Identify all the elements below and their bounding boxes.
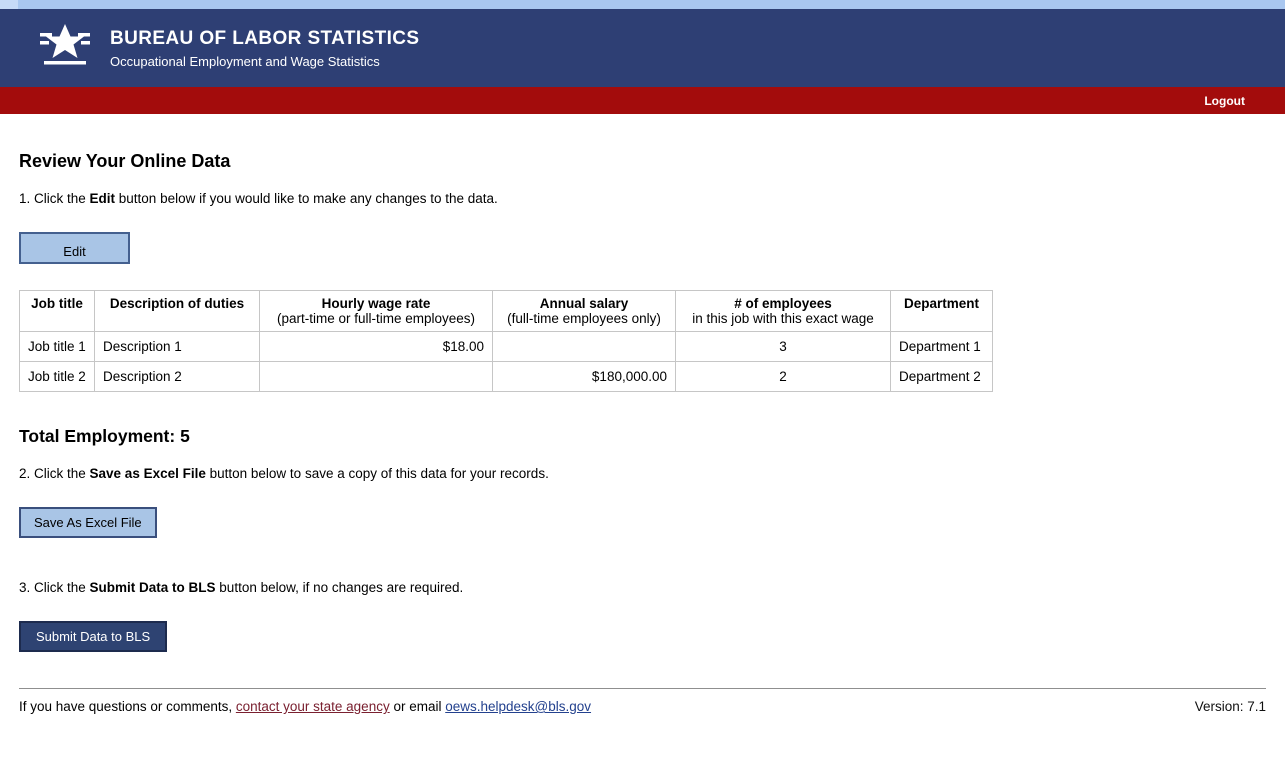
column-header-department: Department (890, 290, 993, 332)
footer-text-mid: or email (389, 699, 446, 714)
masthead-text: BUREAU OF LABOR STATISTICS Occupational … (110, 28, 419, 69)
step2-text-bold: Save as Excel File (89, 466, 206, 481)
step3-text-suffix: button below, if no changes are required… (215, 580, 464, 595)
cell-description: Description 2 (94, 361, 260, 392)
bls-masthead: BUREAU OF LABOR STATISTICS Occupational … (0, 9, 1285, 87)
step1-instruction: 1. Click the Edit button below if you wo… (19, 191, 1266, 206)
footer-text-prefix: If you have questions or comments, (19, 699, 236, 714)
header-title: Job title (31, 296, 83, 311)
online-data-table: Job title Description of duties Hourly w… (19, 290, 993, 392)
cell-hourly-wage (259, 361, 493, 392)
cell-hourly-wage: $18.00 (259, 331, 493, 362)
step3-text-prefix: 3. Click the (19, 580, 90, 595)
table-header-row: Job title Description of duties Hourly w… (19, 290, 993, 332)
step2-instruction: 2. Click the Save as Excel File button b… (19, 466, 1266, 481)
header-title: Hourly wage rate (321, 296, 431, 311)
browser-top-corner (0, 0, 18, 9)
table-row: Job title 1 Description 1 $18.00 3 Depar… (19, 331, 993, 362)
step1-text-bold: Edit (89, 191, 116, 206)
step3-instruction: 3. Click the Submit Data to BLS button b… (19, 580, 1266, 595)
header-subtitle: in this job with this exact wage (692, 311, 874, 326)
header-subtitle: (full-time employees only) (507, 311, 661, 326)
column-header-num-employees: # of employees in this job with this exa… (675, 290, 891, 332)
step3-text-bold: Submit Data to BLS (89, 580, 216, 595)
cell-job-title: Job title 2 (19, 361, 95, 392)
header-title: Department (903, 296, 979, 311)
page-title: Review Your Online Data (19, 151, 231, 171)
cell-job-title: Job title 1 (19, 331, 95, 362)
step1-text-prefix: 1. Click the (19, 191, 90, 206)
cell-department: Department 1 (890, 331, 993, 362)
contact-state-agency-link[interactable]: contact your state agency (235, 699, 390, 714)
version-label: Version: 7.1 (1194, 699, 1266, 714)
header-title: # of employees (734, 296, 832, 311)
cell-annual-salary (492, 331, 676, 362)
main-content: Review Your Online Data 1. Click the Edi… (0, 151, 1285, 652)
program-subtitle: Occupational Employment and Wage Statist… (110, 53, 380, 69)
helpdesk-email-link[interactable]: oews.helpdesk@bls.gov (445, 699, 592, 714)
column-header-description: Description of duties (94, 290, 260, 332)
cell-annual-salary: $180,000.00 (492, 361, 676, 392)
column-header-annual-salary: Annual salary (full-time employees only) (492, 290, 676, 332)
edit-button[interactable]: Edit (19, 232, 130, 264)
cell-description: Description 1 (94, 331, 260, 362)
column-header-hourly-wage: Hourly wage rate (part-time or full-time… (259, 290, 493, 332)
column-header-job-title: Job title (19, 290, 95, 332)
step1-text-suffix: button below if you would like to make a… (115, 191, 498, 206)
step2-text-suffix: button below to save a copy of this data… (205, 466, 549, 481)
header-title: Description of duties (109, 296, 245, 311)
footer-help-text: If you have questions or comments, conta… (19, 699, 591, 714)
page-footer: If you have questions or comments, conta… (19, 688, 1266, 714)
cell-department: Department 2 (890, 361, 993, 392)
table-row: Job title 2 Description 2 $180,000.00 2 … (19, 361, 993, 392)
submit-data-button[interactable]: Submit Data to BLS (19, 621, 168, 652)
cell-num-employees: 2 (675, 361, 891, 392)
total-employment-heading: Total Employment: 5 (19, 426, 190, 446)
header-title: Annual salary (539, 296, 629, 311)
browser-top-strip (0, 0, 1285, 9)
header-subtitle: (part-time or full-time employees) (276, 311, 476, 326)
logout-link[interactable]: Logout (1204, 93, 1245, 108)
save-as-excel-button[interactable]: Save As Excel File (19, 507, 157, 538)
utility-bar: Logout (0, 87, 1285, 114)
step2-text-prefix: 2. Click the (19, 466, 90, 481)
agency-title: BUREAU OF LABOR STATISTICS (110, 27, 420, 49)
cell-num-employees: 3 (675, 331, 891, 362)
bls-logo (38, 23, 92, 74)
